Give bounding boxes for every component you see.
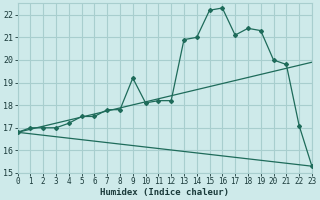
X-axis label: Humidex (Indice chaleur): Humidex (Indice chaleur) (100, 188, 229, 197)
